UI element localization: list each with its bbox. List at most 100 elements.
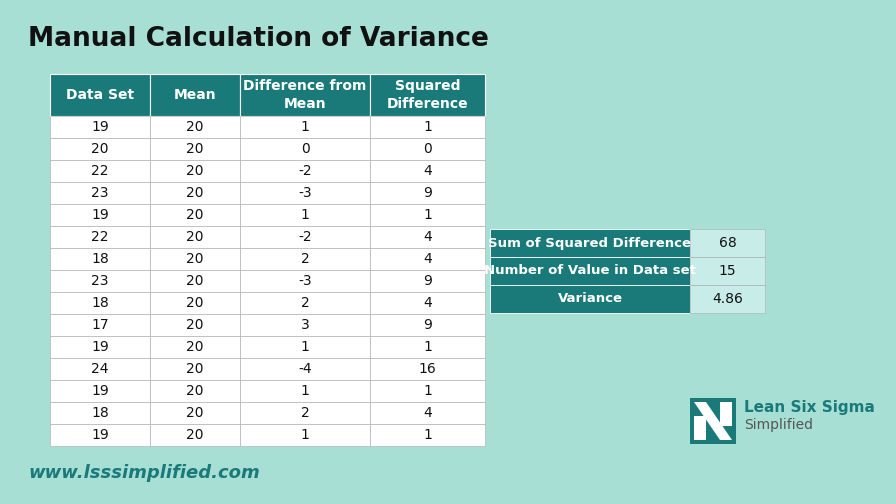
Text: 2: 2 (301, 296, 309, 310)
Bar (50, 182, 150, 204)
Bar (150, 204, 240, 226)
Bar (50, 160, 150, 182)
Text: 20: 20 (186, 230, 203, 244)
Bar (240, 292, 370, 314)
Bar (240, 270, 370, 292)
Bar (50, 116, 150, 138)
Bar (490, 229, 690, 257)
Text: 20: 20 (186, 208, 203, 222)
Text: Number of Value in Data set: Number of Value in Data set (484, 265, 696, 278)
Text: 24: 24 (91, 362, 108, 376)
Text: -3: -3 (298, 274, 312, 288)
Bar (50, 248, 150, 270)
Bar (370, 292, 485, 314)
Text: Manual Calculation of Variance: Manual Calculation of Variance (28, 26, 489, 52)
Bar (240, 182, 370, 204)
Bar (50, 358, 150, 380)
Bar (240, 380, 370, 402)
Text: 17: 17 (91, 318, 108, 332)
Bar (690, 229, 765, 257)
Bar (150, 74, 240, 116)
Text: 22: 22 (91, 230, 108, 244)
Text: 23: 23 (91, 274, 108, 288)
Text: 20: 20 (186, 428, 203, 442)
Bar (50, 204, 150, 226)
Text: 19: 19 (91, 340, 109, 354)
Bar (370, 314, 485, 336)
Bar (150, 116, 240, 138)
Text: Data Set: Data Set (66, 88, 134, 102)
Bar (240, 402, 370, 424)
Bar (370, 336, 485, 358)
Text: 4: 4 (423, 230, 432, 244)
Bar (370, 138, 485, 160)
Bar (50, 74, 150, 116)
Text: 4: 4 (423, 164, 432, 178)
Text: 4: 4 (423, 406, 432, 420)
Text: 20: 20 (186, 186, 203, 200)
FancyBboxPatch shape (690, 398, 736, 444)
Text: 20: 20 (186, 274, 203, 288)
Text: 0: 0 (423, 142, 432, 156)
Text: 0: 0 (301, 142, 309, 156)
Bar (50, 424, 150, 446)
Bar (240, 138, 370, 160)
Text: 4.86: 4.86 (712, 292, 743, 306)
Text: Difference from
Mean: Difference from Mean (244, 79, 366, 111)
Bar (50, 292, 150, 314)
Bar (50, 380, 150, 402)
Text: 1: 1 (423, 384, 432, 398)
Text: 9: 9 (423, 186, 432, 200)
Text: -3: -3 (298, 186, 312, 200)
Text: 1: 1 (423, 120, 432, 134)
Bar (50, 138, 150, 160)
Text: 20: 20 (186, 384, 203, 398)
Bar (150, 336, 240, 358)
Bar (370, 248, 485, 270)
Text: 19: 19 (91, 428, 109, 442)
Text: 23: 23 (91, 186, 108, 200)
Text: 1: 1 (300, 428, 309, 442)
Bar (50, 336, 150, 358)
Text: 20: 20 (91, 142, 108, 156)
Text: 18: 18 (91, 252, 109, 266)
Text: 20: 20 (186, 296, 203, 310)
Text: 20: 20 (186, 318, 203, 332)
Text: 20: 20 (186, 406, 203, 420)
Bar (150, 292, 240, 314)
Bar (370, 424, 485, 446)
Text: 1: 1 (423, 340, 432, 354)
Text: 9: 9 (423, 318, 432, 332)
Bar (370, 380, 485, 402)
Polygon shape (694, 416, 706, 440)
Text: 1: 1 (300, 120, 309, 134)
Text: 15: 15 (719, 264, 737, 278)
Text: 1: 1 (423, 428, 432, 442)
Text: 20: 20 (186, 142, 203, 156)
Bar (150, 248, 240, 270)
Bar (50, 402, 150, 424)
Text: 16: 16 (418, 362, 436, 376)
Text: 1: 1 (300, 208, 309, 222)
Text: 1: 1 (300, 340, 309, 354)
Text: 4: 4 (423, 296, 432, 310)
Bar (240, 116, 370, 138)
Text: www.lsssimplified.com: www.lsssimplified.com (28, 464, 260, 482)
Bar (150, 226, 240, 248)
Text: 4: 4 (423, 252, 432, 266)
Text: -2: -2 (298, 230, 312, 244)
Bar (50, 226, 150, 248)
Bar (370, 402, 485, 424)
Bar (370, 204, 485, 226)
Bar (370, 182, 485, 204)
Polygon shape (720, 402, 732, 426)
Text: -4: -4 (298, 362, 312, 376)
Bar (240, 336, 370, 358)
Text: 18: 18 (91, 296, 109, 310)
Bar (370, 358, 485, 380)
Text: 2: 2 (301, 406, 309, 420)
Bar (240, 74, 370, 116)
Text: 19: 19 (91, 208, 109, 222)
Text: Squared
Difference: Squared Difference (387, 79, 469, 111)
Text: 20: 20 (186, 340, 203, 354)
